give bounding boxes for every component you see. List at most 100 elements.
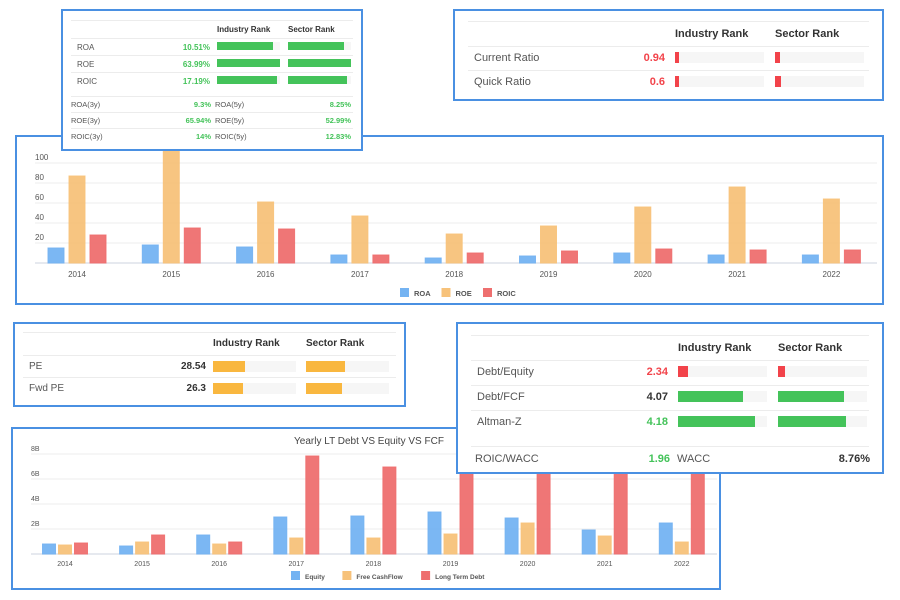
metric-row[interactable]: ROE 63.99% bbox=[63, 55, 361, 72]
bar-free-cashflow-2014[interactable] bbox=[58, 544, 72, 555]
industry-rank-fill bbox=[217, 76, 277, 84]
industry-rank-fill bbox=[675, 52, 680, 63]
legend-swatch bbox=[400, 288, 409, 297]
bar-free-cashflow-2018[interactable] bbox=[366, 537, 381, 555]
bar-roic-2016[interactable] bbox=[278, 228, 296, 264]
wacc-value: 8.76% bbox=[838, 453, 870, 465]
metric-row[interactable]: Debt/Equity 2.34 bbox=[458, 360, 882, 385]
bar-long-term-debt-2016[interactable] bbox=[228, 541, 243, 555]
bar-roe-2016[interactable] bbox=[257, 201, 275, 264]
bar-long-term-debt-2018[interactable] bbox=[382, 466, 397, 555]
history-row: ROIC(3y) 14% ROIC(5y) 12.83% bbox=[63, 128, 361, 144]
bar-roa-2015[interactable] bbox=[141, 244, 159, 264]
legend-swatch bbox=[441, 288, 451, 297]
legend-item[interactable]: ROIC bbox=[497, 289, 516, 298]
bar-free-cashflow-2017[interactable] bbox=[289, 537, 304, 555]
industry-rank-bar bbox=[675, 76, 764, 87]
sector-rank-fill bbox=[288, 59, 351, 67]
row-divider bbox=[468, 70, 869, 71]
bar-equity-2018[interactable] bbox=[350, 515, 365, 555]
legend-item[interactable]: ROA bbox=[414, 289, 431, 298]
industry-rank-bar bbox=[678, 416, 767, 427]
bar-roe-2019[interactable] bbox=[540, 225, 557, 264]
row-divider bbox=[471, 360, 869, 361]
metric-value: 4.07 bbox=[646, 391, 668, 403]
industry-rank-bar bbox=[678, 366, 767, 377]
bar-roe-2018[interactable] bbox=[445, 233, 463, 264]
bar-roa-2022[interactable] bbox=[801, 254, 819, 264]
row-divider bbox=[471, 410, 869, 411]
bar-roic-2018[interactable] bbox=[466, 252, 484, 264]
bar-equity-2017[interactable] bbox=[273, 516, 288, 555]
metric-row[interactable]: Altman-Z 4.18 bbox=[458, 410, 882, 435]
industry-rank-bar bbox=[213, 383, 296, 394]
industry-rank-bar bbox=[217, 59, 280, 67]
legend-item[interactable]: Long Term Debt bbox=[435, 574, 485, 581]
bar-long-term-debt-2015[interactable] bbox=[151, 534, 166, 555]
header-divider bbox=[468, 21, 869, 22]
bar-roe-2020[interactable] bbox=[634, 206, 652, 264]
bar-roic-2021[interactable] bbox=[749, 249, 767, 264]
bar-roa-2018[interactable] bbox=[424, 257, 442, 264]
metric-row[interactable]: ROA 10.51% bbox=[63, 38, 361, 55]
row-divider bbox=[71, 112, 353, 113]
legend-item[interactable]: ROE bbox=[456, 289, 472, 298]
sector-rank-bar bbox=[288, 76, 351, 84]
bar-roa-2016[interactable] bbox=[236, 246, 254, 264]
metric-row[interactable]: Fwd PE 26.3 bbox=[15, 377, 404, 399]
bar-roa-2020[interactable] bbox=[613, 252, 631, 264]
bar-roe-2017[interactable] bbox=[351, 215, 369, 264]
metric-row[interactable]: Debt/FCF 4.07 bbox=[458, 385, 882, 410]
industry-rank-fill bbox=[217, 59, 280, 67]
industry-rank-header: Industry Rank bbox=[213, 338, 280, 349]
bar-free-cashflow-2015[interactable] bbox=[135, 541, 150, 555]
bar-roe-2022[interactable] bbox=[822, 198, 840, 264]
bar-equity-2015[interactable] bbox=[119, 545, 134, 555]
bar-roe-2015[interactable] bbox=[162, 137, 180, 264]
metric-value: 28.54 bbox=[180, 361, 206, 372]
metric-row[interactable]: Quick Ratio 0.6 bbox=[455, 70, 882, 94]
sector-rank-header: Sector Rank bbox=[288, 25, 335, 34]
bar-free-cashflow-2020[interactable] bbox=[520, 522, 535, 555]
metric-row[interactable]: Current Ratio 0.94 bbox=[455, 46, 882, 70]
bar-equity-2021[interactable] bbox=[581, 529, 596, 555]
bar-roa-2019[interactable] bbox=[519, 255, 536, 264]
metric-row[interactable]: ROIC 17.19% bbox=[63, 72, 361, 89]
y-tick-label: 20 bbox=[35, 233, 44, 242]
history-value: 14% bbox=[195, 132, 211, 141]
bar-free-cashflow-2016[interactable] bbox=[212, 543, 227, 555]
bar-roa-2021[interactable] bbox=[707, 254, 725, 264]
metric-label: ROIC bbox=[77, 77, 97, 86]
y-tick-label: 8B bbox=[31, 446, 40, 453]
bar-roic-2014[interactable] bbox=[89, 234, 107, 264]
bar-equity-2019[interactable] bbox=[427, 511, 442, 555]
bar-free-cashflow-2022[interactable] bbox=[674, 541, 689, 555]
bar-roe-2021[interactable] bbox=[728, 186, 746, 264]
bar-roic-2019[interactable] bbox=[561, 250, 578, 264]
legend-item[interactable]: Equity bbox=[305, 574, 325, 581]
bar-roic-2022[interactable] bbox=[843, 249, 861, 264]
bar-long-term-debt-2019[interactable] bbox=[459, 463, 474, 555]
profitability-history-chart: 20 40 60 80 100 2014 2015 2016 2017 2018 2019 2020 2… bbox=[35, 137, 877, 298]
bar-long-term-debt-2017[interactable] bbox=[305, 455, 320, 555]
bar-roe-2014[interactable] bbox=[68, 175, 86, 264]
bar-equity-2014[interactable] bbox=[42, 543, 56, 555]
x-tick-label: 2021 bbox=[728, 270, 746, 279]
bar-equity-2022[interactable] bbox=[658, 522, 673, 555]
bar-roic-2020[interactable] bbox=[655, 248, 673, 264]
bar-roa-2014[interactable] bbox=[47, 247, 65, 264]
legend-item[interactable]: Free CashFlow bbox=[356, 574, 403, 581]
x-tick-label: 2014 bbox=[57, 561, 73, 568]
bar-equity-2020[interactable] bbox=[504, 517, 519, 555]
bar-equity-2016[interactable] bbox=[196, 534, 211, 555]
liquidity-panel: Industry Rank Sector Rank Current Ratio 0.9… bbox=[453, 9, 884, 101]
metric-row[interactable]: PE 28.54 bbox=[15, 355, 404, 377]
bar-free-cashflow-2021[interactable] bbox=[597, 535, 612, 555]
bar-roic-2015[interactable] bbox=[183, 227, 201, 264]
bar-roa-2017[interactable] bbox=[330, 254, 348, 264]
history-label: ROIC(3y) bbox=[71, 132, 103, 141]
bar-free-cashflow-2019[interactable] bbox=[443, 533, 458, 555]
bar-long-term-debt-2014[interactable] bbox=[74, 542, 88, 555]
row-divider bbox=[71, 96, 353, 97]
bar-roic-2017[interactable] bbox=[372, 254, 390, 264]
